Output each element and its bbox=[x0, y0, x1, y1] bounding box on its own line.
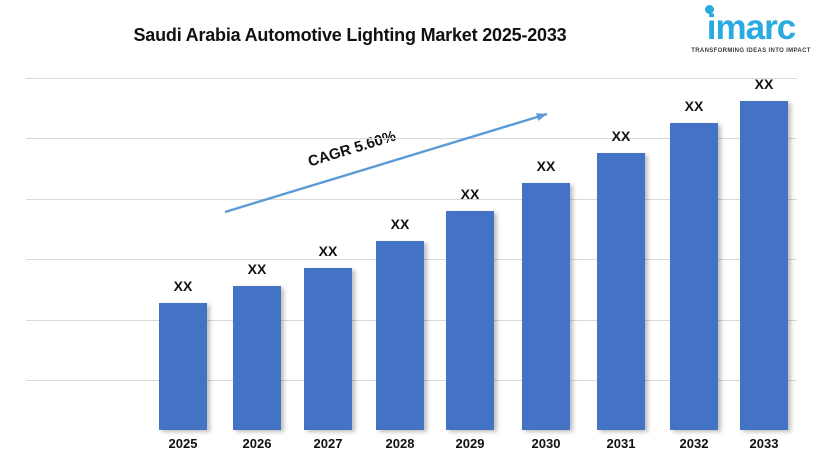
cagr-annotation: CAGR 5.60% bbox=[306, 127, 398, 171]
x-axis-label-2030: 2030 bbox=[531, 436, 561, 451]
x-axis-label-2026: 2026 bbox=[242, 436, 272, 451]
bar-value-label-2026: XX bbox=[247, 261, 267, 277]
logo-text: imarc bbox=[706, 10, 796, 45]
gridline bbox=[26, 78, 797, 79]
bar-2033 bbox=[740, 101, 788, 430]
logo-tagline: TRANSFORMING IDEAS INTO IMPACT bbox=[691, 48, 811, 54]
chart-title: Saudi Arabia Automotive Lighting Market … bbox=[133, 25, 567, 45]
x-axis-label-2027: 2027 bbox=[313, 436, 343, 451]
logo-dot-icon bbox=[705, 5, 714, 14]
bar-2026 bbox=[233, 286, 281, 430]
bar-2032 bbox=[670, 123, 718, 430]
x-axis-label-2031: 2031 bbox=[606, 436, 636, 451]
imarc-logo: imarc TRANSFORMING IDEAS INTO IMPACT bbox=[685, 5, 817, 54]
bar-2027 bbox=[304, 268, 352, 430]
bar-value-label-2027: XX bbox=[318, 243, 338, 259]
bar-value-label-2025: XX bbox=[173, 278, 193, 294]
logo-text-wrap: imarc bbox=[685, 10, 817, 45]
bar-2029 bbox=[446, 211, 494, 430]
bar-value-label-2029: XX bbox=[460, 186, 480, 202]
bar-value-label-2033: XX bbox=[754, 76, 774, 92]
x-axis-label-2025: 2025 bbox=[168, 436, 198, 451]
bar-value-label-2032: XX bbox=[684, 98, 704, 114]
x-axis-label-2033: 2033 bbox=[749, 436, 779, 451]
bar-value-label-2028: XX bbox=[390, 216, 410, 232]
bar-2025 bbox=[159, 303, 207, 430]
x-axis-label-2029: 2029 bbox=[455, 436, 485, 451]
bar-value-label-2031: XX bbox=[611, 128, 631, 144]
bar-2031 bbox=[597, 153, 645, 430]
x-axis-label-2028: 2028 bbox=[385, 436, 415, 451]
bar-2030 bbox=[522, 183, 570, 430]
x-axis-label-2032: 2032 bbox=[679, 436, 709, 451]
bar-2028 bbox=[376, 241, 424, 430]
bar-value-label-2030: XX bbox=[536, 158, 556, 174]
